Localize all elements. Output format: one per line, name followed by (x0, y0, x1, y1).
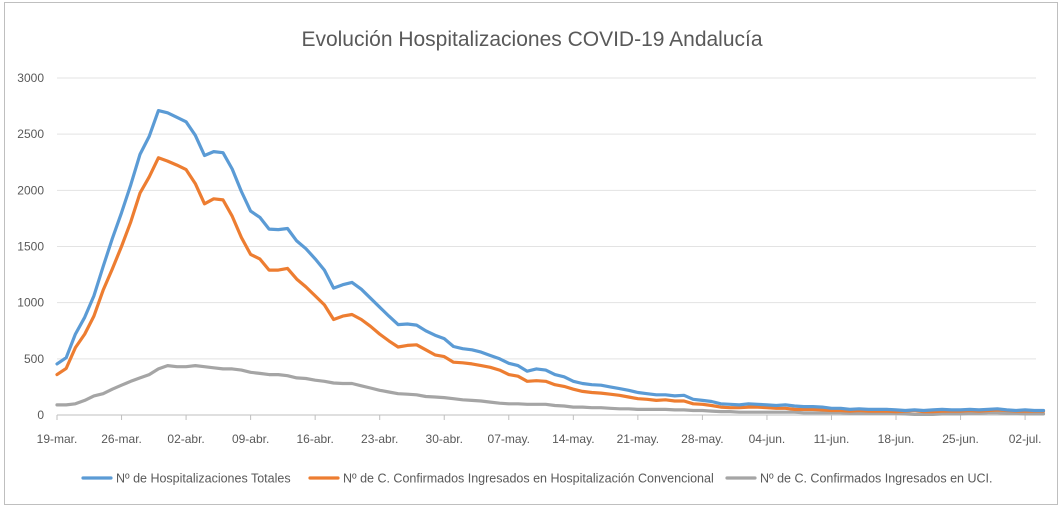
x-tick-label: 19-mar. (37, 432, 78, 446)
legend: Nº de Hospitalizaciones Totales Nº de C. … (81, 472, 992, 486)
y-tick-label: 3000 (17, 71, 44, 85)
x-tick-label: 04-jun. (749, 432, 786, 446)
x-tick-label: 30-abr. (426, 432, 463, 446)
x-tick-label: 28-may. (681, 432, 723, 446)
x-tick-label: 14-may. (552, 432, 594, 446)
legend-label: Nº de Hospitalizaciones Totales (116, 472, 291, 486)
series-line-2 (55, 364, 1046, 416)
series-line-0 (55, 108, 1046, 413)
x-tick-label: 23-abr. (361, 432, 398, 446)
x-tick-label: 18-jun. (878, 432, 915, 446)
series-line-1 (55, 156, 1046, 414)
chart-frame (4, 2, 1058, 505)
y-tick-label: 1500 (17, 240, 44, 254)
y-tick-label: 1000 (17, 296, 44, 310)
chart-title: Evolución Hospitalizaciones COVID-19 And… (301, 28, 762, 51)
x-tick-label: 02-abr. (167, 432, 204, 446)
y-tick-label: 0 (37, 408, 44, 422)
y-axis: 0 500 1000 1500 2000 2500 3000 (17, 71, 44, 422)
y-tick-label: 500 (24, 352, 44, 366)
y-tick-label: 2500 (17, 127, 44, 141)
x-tick-label: 21-may. (617, 432, 659, 446)
x-tick-label: 16-abr. (296, 432, 333, 446)
series-lines (55, 108, 1046, 416)
legend-label: Nº de C. Confirmados Ingresados en Hospi… (343, 472, 714, 486)
legend-label: Nº de C. Confirmados Ingresados en UCI. (760, 472, 992, 486)
x-tick-label: 02-jul. (1009, 432, 1042, 446)
x-tick-label: 09-abr. (232, 432, 269, 446)
x-tick-label: 26-mar. (101, 432, 142, 446)
x-tick-label: 11-jun. (814, 432, 850, 446)
y-tick-label: 2000 (17, 183, 44, 197)
x-axis: 19-mar. 26-mar. 02-abr. 09-abr. 16-abr. 23-ab… (37, 415, 1042, 446)
gridlines (57, 77, 1036, 416)
x-tick-label: 07-may. (488, 432, 530, 446)
x-tick-label: 25-jun. (942, 432, 979, 446)
